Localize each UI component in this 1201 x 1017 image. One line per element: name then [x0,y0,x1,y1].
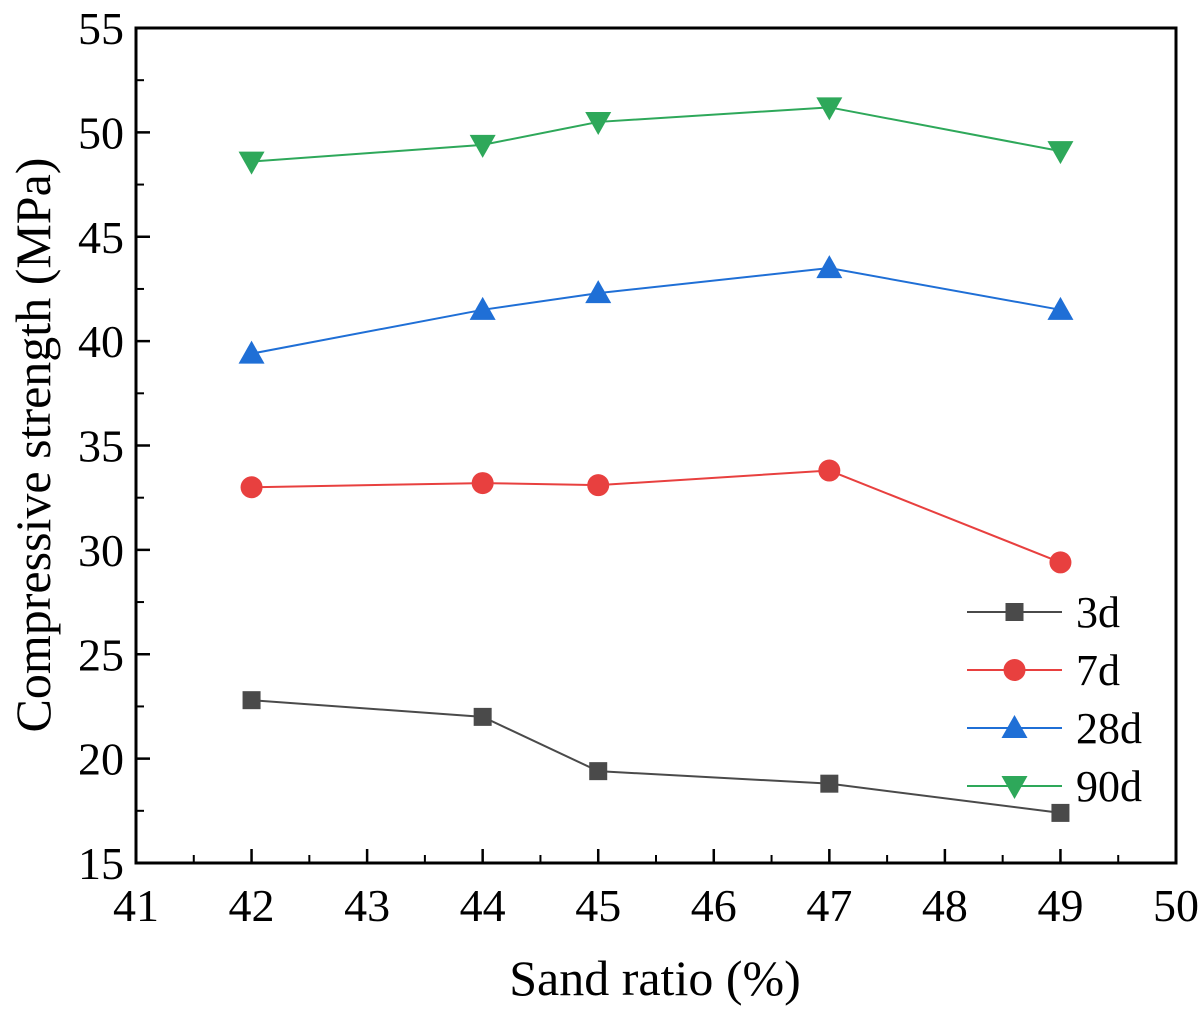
series-28d [238,255,1074,364]
x-tick-label: 45 [575,880,621,931]
y-tick-label: 45 [78,212,124,263]
x-tick-label: 43 [344,880,390,931]
series-line-28d [251,267,1061,355]
data-point-90d [238,151,265,175]
plot-frame [134,26,1178,865]
x-tick-label: 42 [229,880,275,931]
legend-item-90d: 90d [967,762,1142,811]
legend: 3d 7d 28d 90d [967,588,1142,811]
y-tick-label: 50 [78,107,124,158]
series-layer [238,97,1074,822]
x-tick-label: 47 [806,880,852,931]
data-point-3d [820,774,839,793]
legend-marker [1003,659,1026,681]
data-point-90d [1047,141,1074,165]
y-tick-label: 35 [78,421,124,472]
y-axis-title: Compressive strength (MPa) [5,158,61,733]
data-point-3d [1051,803,1070,822]
legend-label: 28d [1076,704,1142,753]
series-7d [240,459,1072,574]
y-tick-label: 15 [78,838,124,889]
axis-ticks-layer: 41 42 43 44 45 46 47 48 49 50 15 20 25 30 35 40 45 50 55 [78,3,1199,931]
data-point-90d [469,134,496,158]
legend-item-3d: 3d [967,588,1120,637]
data-point-28d [585,280,612,304]
series-3d [242,691,1070,822]
y-tick-label: 25 [78,629,124,680]
x-axis-title: Sand ratio (%) [509,950,801,1006]
legend-item-7d: 7d [967,646,1120,695]
series-line-3d [251,699,1061,814]
x-tick-label: 49 [1037,880,1083,931]
data-point-7d [587,474,610,497]
legend-item-28d: 28d [967,704,1142,753]
x-tick-label: 48 [922,880,968,931]
x-tick-label: 41 [113,880,159,931]
legend-label: 7d [1076,646,1120,695]
data-point-7d [818,459,841,482]
series-90d [238,97,1074,175]
y-tick-label: 20 [78,734,124,785]
data-point-7d [1049,551,1072,574]
y-tick-label: 40 [78,316,124,367]
data-point-3d [589,762,608,781]
x-tick-label: 50 [1153,880,1199,931]
y-tick-label: 55 [78,3,124,54]
legend-marker [1001,715,1028,738]
series-line-90d [251,106,1061,163]
legend-marker [1005,603,1024,621]
y-tick-label: 30 [78,525,124,576]
data-point-28d [816,255,843,279]
series-line-7d [251,469,1061,564]
data-point-90d [585,111,612,135]
x-tick-label: 46 [691,880,737,931]
legend-label: 90d [1076,762,1142,811]
legend-marker [1001,776,1028,799]
legend-label: 3d [1076,588,1120,637]
data-point-28d [1047,296,1074,320]
data-point-7d [471,472,494,495]
data-point-3d [473,707,492,726]
data-point-28d [238,340,265,364]
data-point-3d [242,691,261,710]
data-point-28d [469,296,496,320]
x-tick-label: 44 [460,880,506,931]
data-point-7d [240,476,263,499]
data-point-90d [816,97,843,121]
